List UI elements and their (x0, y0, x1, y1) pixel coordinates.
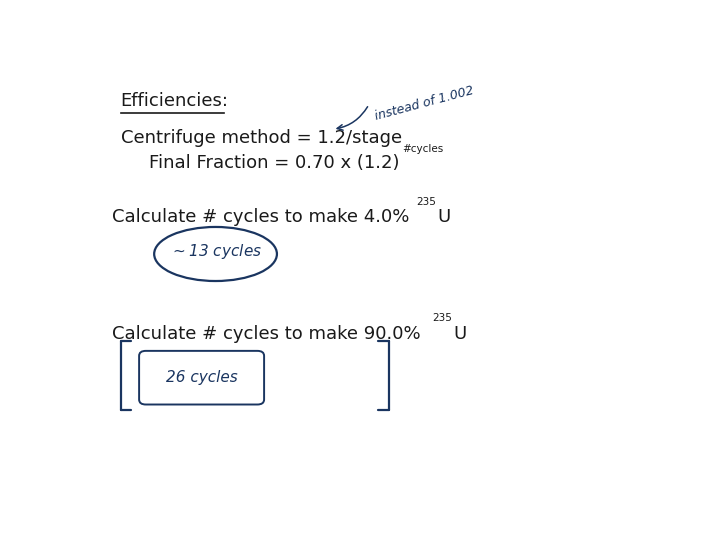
Text: Calculate # cycles to make 90.0%: Calculate # cycles to make 90.0% (112, 325, 427, 343)
Text: U: U (454, 325, 467, 343)
Text: 235: 235 (432, 313, 452, 323)
Text: 235: 235 (416, 197, 436, 207)
Text: $\sim$13 cycles: $\sim$13 cycles (169, 242, 261, 261)
Text: instead of 1.002: instead of 1.002 (374, 84, 476, 123)
Text: Efficiencies:: Efficiencies: (121, 92, 229, 110)
Text: Calculate # cycles to make 4.0%: Calculate # cycles to make 4.0% (112, 208, 415, 226)
Text: Final Fraction = 0.70 x (1.2): Final Fraction = 0.70 x (1.2) (148, 154, 399, 172)
Text: U: U (438, 208, 451, 226)
Text: #cycles: #cycles (402, 144, 444, 154)
Text: Centrifuge method = 1.2/stage: Centrifuge method = 1.2/stage (121, 129, 402, 147)
Text: 26 cycles: 26 cycles (166, 370, 238, 385)
